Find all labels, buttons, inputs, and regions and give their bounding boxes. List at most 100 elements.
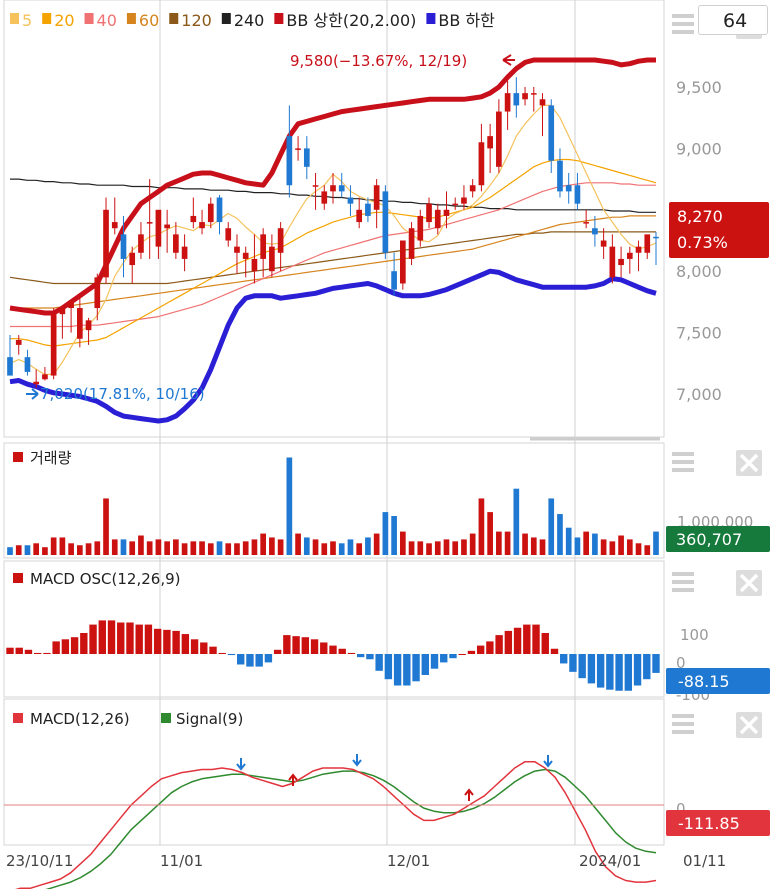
volume-bar (295, 533, 301, 555)
panel-close-icon[interactable] (736, 450, 762, 476)
volume-bar (15, 545, 22, 555)
volume-bar (120, 539, 127, 555)
osc-bar (283, 635, 291, 654)
osc-bar (172, 630, 180, 654)
volume-bar (574, 537, 581, 555)
candle-body (260, 234, 266, 259)
osc-bar (15, 647, 23, 654)
osc-bar (366, 654, 374, 660)
volume-bar (626, 539, 633, 555)
candle-body (234, 246, 240, 253)
osc-bar (643, 654, 651, 680)
candle-body (277, 228, 284, 253)
osc-bar (384, 654, 393, 680)
legend-label: 40 (97, 11, 117, 30)
dead-cross-arrow-icon (236, 758, 246, 771)
osc-bar (310, 639, 319, 654)
volume-bar (382, 512, 389, 555)
volume-value-badge (666, 526, 770, 552)
x-label: 01/11 (683, 852, 726, 870)
osc-bar (412, 654, 420, 682)
candle-body (635, 246, 642, 253)
candle-body (400, 240, 406, 284)
candle-body (286, 136, 293, 186)
panel-menu-icon[interactable] (672, 714, 694, 734)
candle-body (618, 258, 624, 266)
osc-bar (550, 648, 559, 654)
legend-label: BB 상한(20,2.00) (286, 11, 416, 30)
volume-bar (373, 533, 380, 555)
golden-cross-arrow-icon (288, 773, 298, 786)
osc-bar (52, 641, 60, 654)
osc-bar (421, 654, 429, 675)
legend-label: 5 (22, 11, 32, 30)
osc-bar (320, 642, 328, 654)
candle-body (312, 185, 319, 187)
osc-bar (181, 634, 190, 654)
osc-bar (495, 635, 503, 654)
x-label: 12/01 (387, 852, 430, 870)
volume-bar (452, 541, 459, 555)
legend-swatch (274, 13, 284, 24)
price-y-tick: 7,500 (676, 324, 722, 343)
candle-body (77, 308, 83, 339)
volume-bar (33, 543, 40, 555)
candle-body (24, 357, 31, 372)
volume-bar (146, 541, 153, 555)
volume-bar (565, 527, 572, 555)
panel-close-icon[interactable] (736, 712, 762, 738)
macd-osc-bars (6, 620, 660, 691)
candle-body (391, 271, 397, 290)
panel-menu-icon[interactable] (672, 572, 694, 592)
candle-body (574, 185, 581, 204)
volume-bars (7, 457, 659, 555)
panel-menu-icon[interactable] (672, 452, 694, 472)
candle-body (539, 99, 546, 106)
volume-bar (138, 535, 144, 555)
candle-body (321, 191, 328, 204)
macd-lines (9, 761, 657, 893)
osc-bar (273, 649, 282, 654)
volume-bar (24, 545, 31, 555)
candle-body (94, 277, 101, 309)
candle-body (146, 222, 153, 224)
candle-body (496, 111, 502, 167)
osc-bar (301, 637, 310, 654)
volume-bar (417, 541, 424, 555)
low-annotation: 7,020(17.81%, 10/16) (40, 385, 205, 403)
volume-bar (68, 543, 74, 555)
volume-bar (155, 539, 162, 555)
osc-bar (246, 654, 254, 667)
candle-body (207, 203, 214, 223)
volume-bar (469, 533, 476, 555)
candle-body (373, 185, 380, 210)
dead-cross-arrow-icon (352, 754, 362, 767)
macd-legend-swatch (13, 713, 23, 723)
signal-title: Signal(9) (176, 710, 243, 728)
x-label: 11/01 (160, 852, 203, 870)
candle-body (164, 224, 170, 229)
candle-body (565, 185, 572, 192)
candle-body (199, 222, 205, 229)
volume-bar (277, 539, 284, 555)
candle-body (408, 228, 415, 259)
candle-body (548, 105, 555, 161)
volume-bar (513, 488, 520, 555)
volume-bar (583, 531, 589, 555)
volume-bar (190, 541, 197, 555)
osc-bar (329, 645, 337, 654)
x-label: 23/10/11 (6, 852, 73, 870)
macd-line (9, 761, 657, 893)
volume-bar (50, 537, 57, 555)
osc-bar (33, 652, 42, 654)
panel-menu-icon[interactable] (672, 14, 694, 34)
volume-legend-swatch (13, 452, 23, 462)
candle-body (295, 148, 301, 150)
panel-close-icon[interactable] (736, 570, 762, 596)
osc-bar (135, 624, 143, 654)
osc-bar (190, 639, 199, 654)
moving-average-lines (9, 104, 657, 375)
zoom-level-box[interactable]: 64 (698, 5, 768, 35)
